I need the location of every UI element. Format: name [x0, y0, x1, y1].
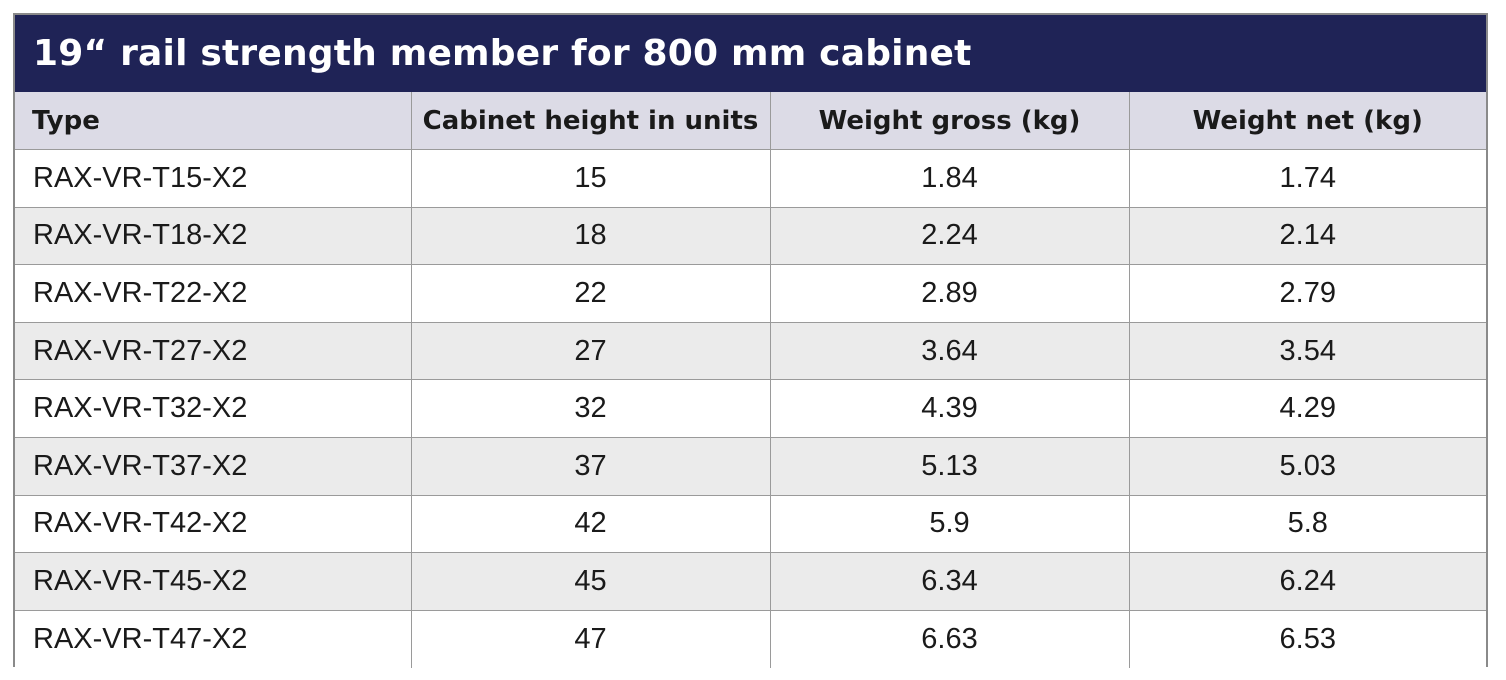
cell-weight-gross: 2.89: [769, 264, 1130, 323]
cell-cabinet-height: 18: [410, 206, 771, 266]
cell-cabinet-height: 42: [410, 494, 771, 554]
cell-weight-net: 2.79: [1128, 264, 1486, 323]
header-cabinet-height: Cabinet height in units: [410, 92, 771, 151]
cell-cabinet-height: 45: [410, 552, 771, 611]
cell-cabinet-height: 47: [410, 609, 771, 668]
cell-weight-gross: 6.63: [769, 609, 1130, 668]
header-type: Type: [15, 92, 412, 151]
cell-weight-gross: 6.34: [769, 552, 1130, 611]
cell-type: RAX-VR-T42-X2: [15, 494, 412, 554]
cell-weight-net: 2.14: [1128, 206, 1486, 266]
header-row: Type Cabinet height in units Weight gros…: [15, 92, 1486, 151]
cell-weight-gross: 3.64: [769, 321, 1130, 381]
cell-weight-gross: 5.13: [769, 437, 1130, 496]
cell-weight-net: 5.03: [1128, 437, 1486, 496]
cell-cabinet-height: 37: [410, 437, 771, 496]
table-row: RAX-VR-T47-X2 47 6.63 6.53: [15, 609, 1486, 668]
table-row: RAX-VR-T42-X2 42 5.9 5.8: [15, 494, 1486, 554]
spec-table-panel: 19“ rail strength member for 800 mm cabi…: [13, 13, 1488, 668]
table-row: RAX-VR-T32-X2 32 4.39 4.29: [15, 379, 1486, 439]
cell-type: RAX-VR-T45-X2: [15, 552, 412, 611]
spec-table: Type Cabinet height in units Weight gros…: [15, 92, 1486, 668]
cell-weight-net: 3.54: [1128, 321, 1486, 381]
cell-type: RAX-VR-T27-X2: [15, 321, 412, 381]
cell-weight-net: 5.8: [1128, 494, 1486, 554]
cell-type: RAX-VR-T18-X2: [15, 206, 412, 266]
cell-type: RAX-VR-T22-X2: [15, 264, 412, 323]
table-title: 19“ rail strength member for 800 mm cabi…: [15, 15, 1486, 92]
cell-weight-net: 4.29: [1128, 379, 1486, 439]
cell-weight-net: 6.24: [1128, 552, 1486, 611]
cell-weight-gross: 1.84: [769, 149, 1130, 208]
cell-type: RAX-VR-T32-X2: [15, 379, 412, 439]
cell-weight-gross: 4.39: [769, 379, 1130, 439]
cell-type: RAX-VR-T37-X2: [15, 437, 412, 496]
cell-cabinet-height: 27: [410, 321, 771, 381]
header-weight-net: Weight net (kg): [1128, 92, 1486, 151]
cell-cabinet-height: 15: [410, 149, 771, 208]
table-row: RAX-VR-T22-X2 22 2.89 2.79: [15, 264, 1486, 323]
header-weight-gross: Weight gross (kg): [769, 92, 1130, 151]
cell-cabinet-height: 22: [410, 264, 771, 323]
cell-weight-gross: 5.9: [769, 494, 1130, 554]
table-row: RAX-VR-T45-X2 45 6.34 6.24: [15, 552, 1486, 611]
table-row: RAX-VR-T18-X2 18 2.24 2.14: [15, 206, 1486, 266]
table-row: RAX-VR-T37-X2 37 5.13 5.03: [15, 437, 1486, 496]
cell-weight-net: 1.74: [1128, 149, 1486, 208]
table-row: RAX-VR-T27-X2 27 3.64 3.54: [15, 321, 1486, 381]
cell-weight-gross: 2.24: [769, 206, 1130, 266]
cell-cabinet-height: 32: [410, 379, 771, 439]
cell-type: RAX-VR-T47-X2: [15, 609, 412, 668]
cell-type: RAX-VR-T15-X2: [15, 149, 412, 208]
cell-weight-net: 6.53: [1128, 609, 1486, 668]
table-row: RAX-VR-T15-X2 15 1.84 1.74: [15, 149, 1486, 208]
